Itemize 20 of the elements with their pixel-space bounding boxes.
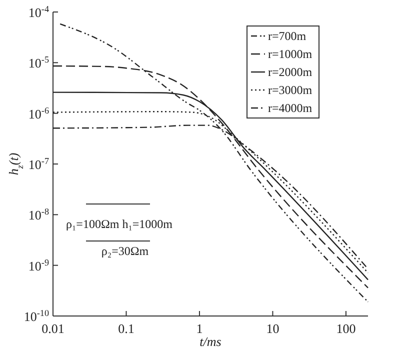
legend-label: r=700m <box>268 29 307 43</box>
x-tick-label: 10 <box>266 321 280 336</box>
legend-label: r=1000m <box>268 47 313 61</box>
x-tick-label: 1 <box>196 321 203 336</box>
annotation: ρ₂=30Ωm <box>101 244 150 258</box>
y-tick-label: 10$^{-5}$ <box>28 54 50 71</box>
legend-label: r=4000m <box>268 101 313 115</box>
y-tick-label: 10$^{-4}$ <box>28 4 50 20</box>
y-tick-label: 10$^{-9}$ <box>28 257 50 274</box>
x-tick-label: 0.01 <box>42 321 64 336</box>
legend-label: r=3000m <box>268 83 313 97</box>
x-tick-label: 100 <box>336 321 356 336</box>
y-tick-label: 10$^{-10}$ <box>24 308 50 324</box>
x-axis-title: t/ms <box>200 334 222 349</box>
y-tick-label: 10$^{-6}$ <box>28 105 50 122</box>
annotation: ρ₁=100Ωm h₁=1000m <box>66 217 174 231</box>
x-tick-label: 0.1 <box>118 321 134 336</box>
legend-label: r=2000m <box>268 65 313 79</box>
y-tick-label: 10$^{-7}$ <box>28 156 50 172</box>
y-tick-label: 10$^{-8}$ <box>28 206 50 223</box>
